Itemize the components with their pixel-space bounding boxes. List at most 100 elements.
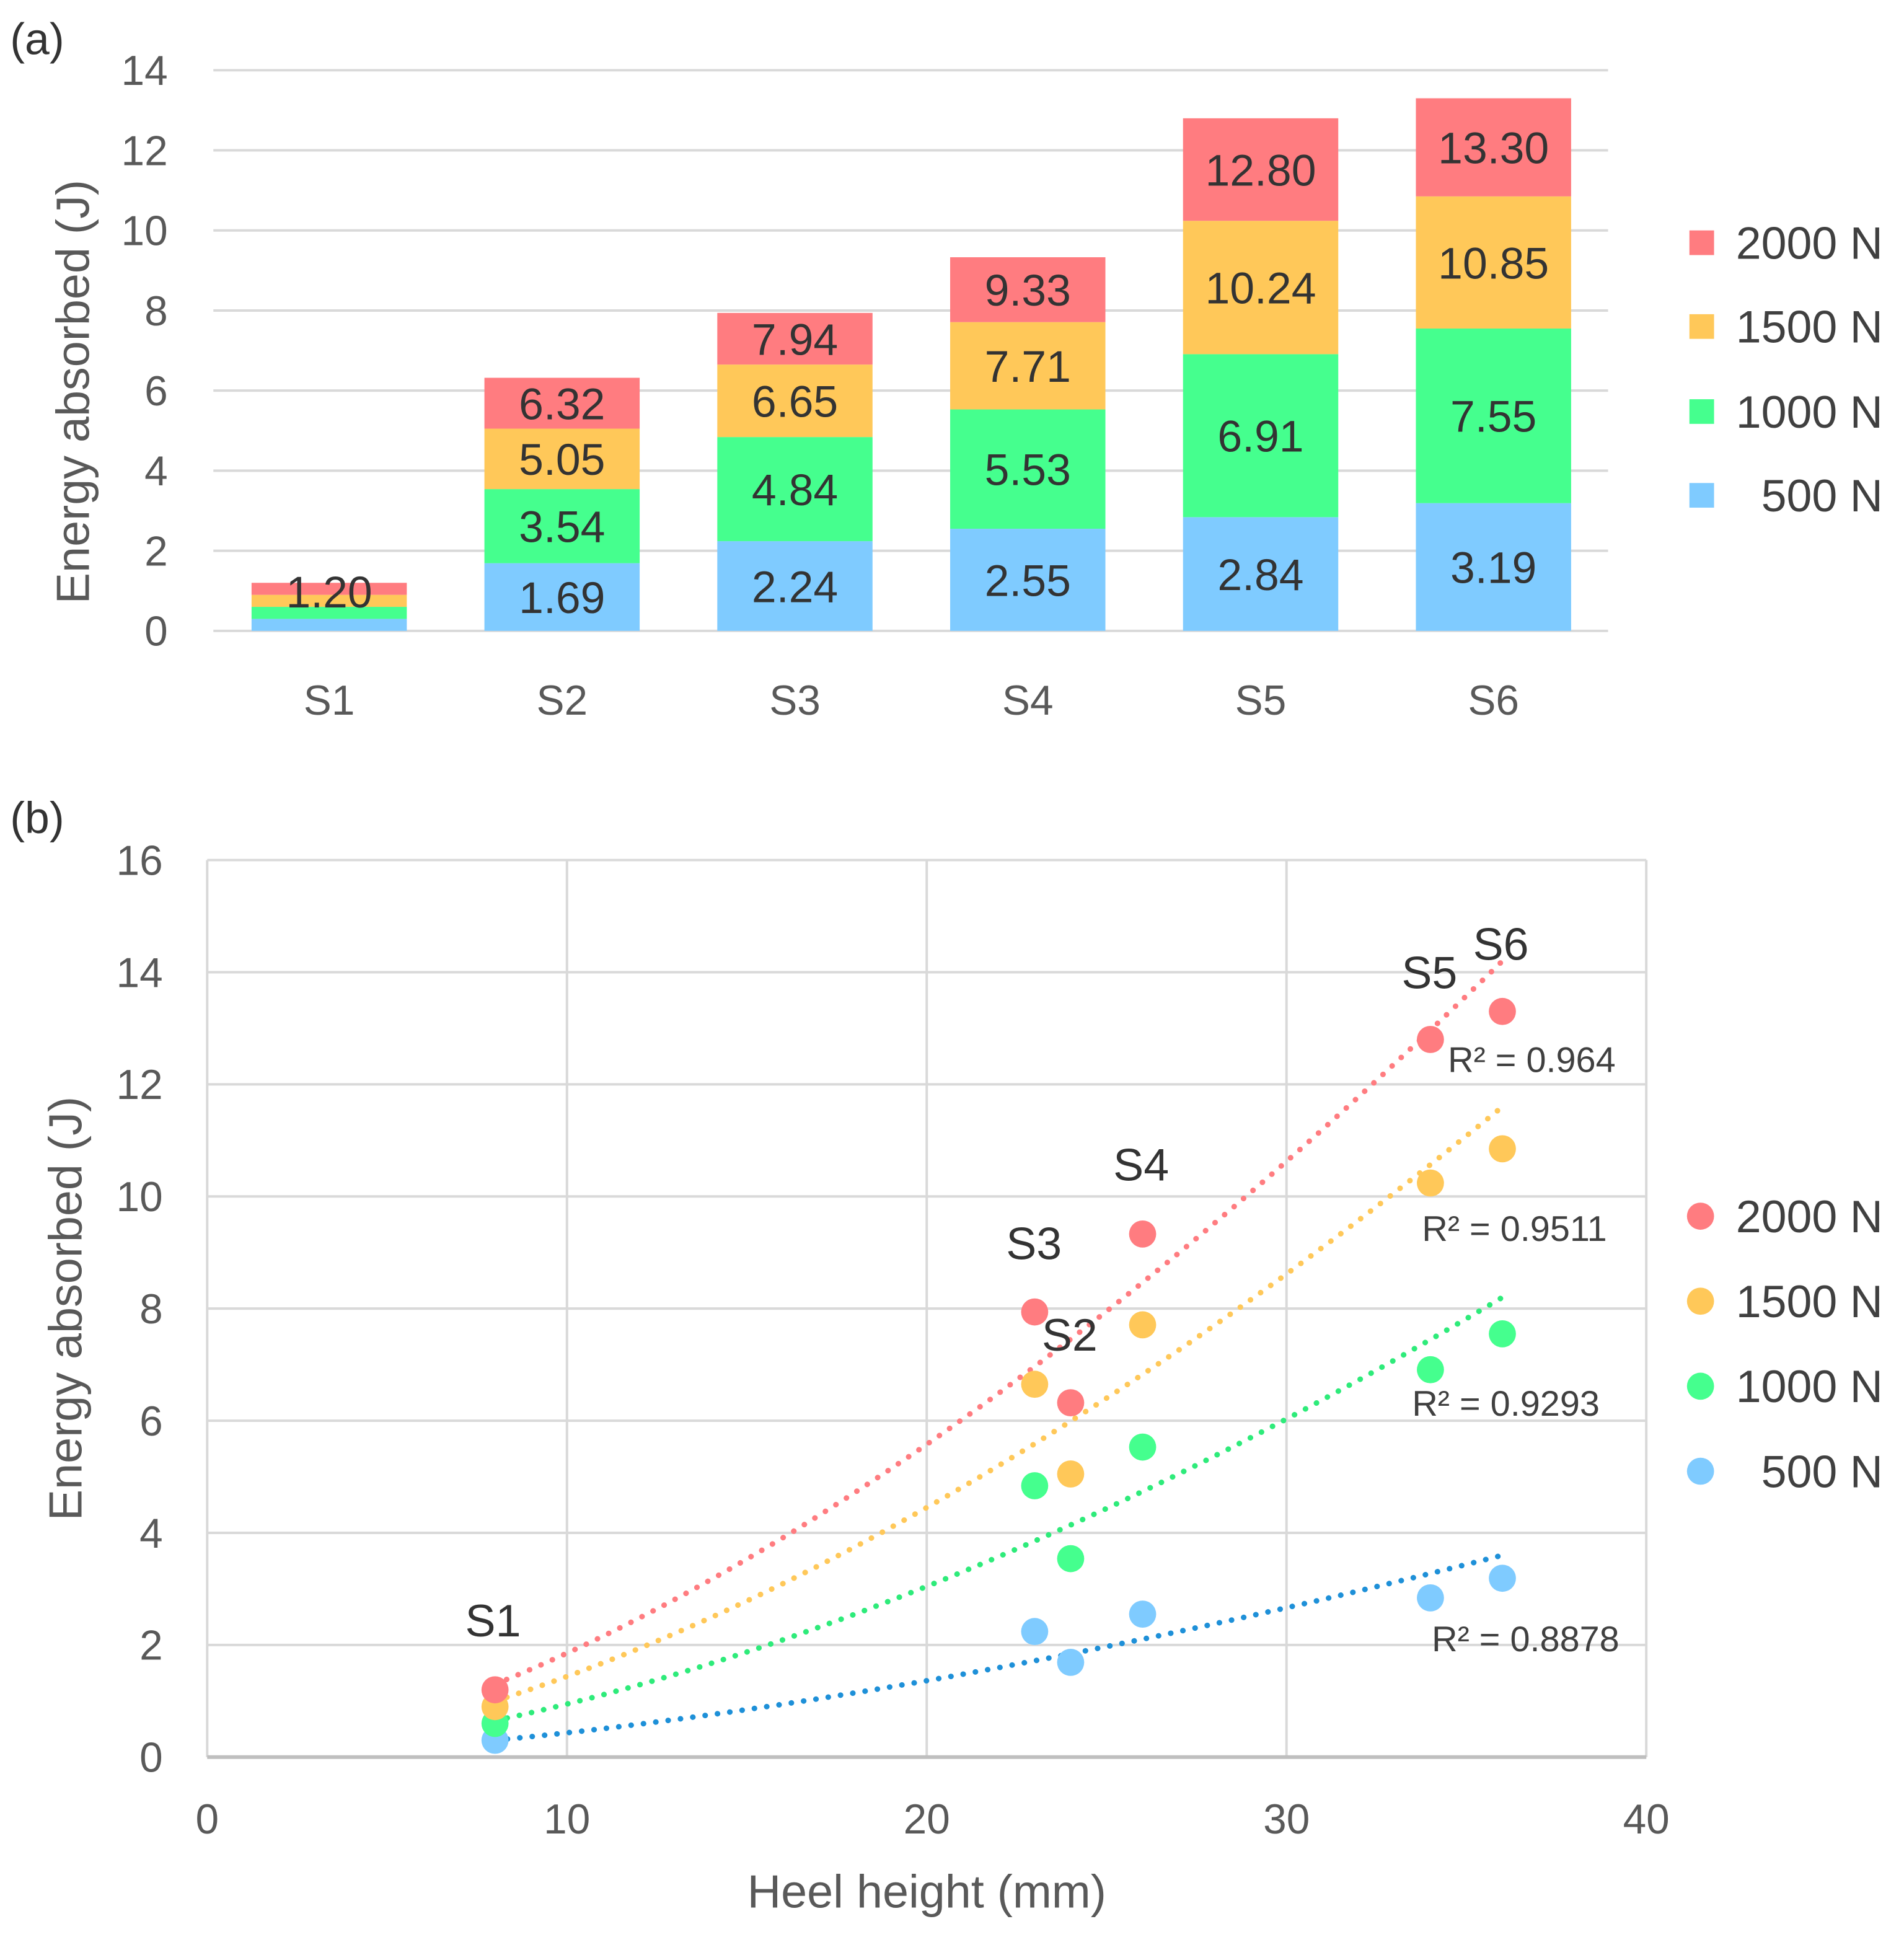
legend-swatch xyxy=(1689,314,1714,339)
bar-data-label: 2.55 xyxy=(985,556,1071,606)
data-point-1500n xyxy=(1489,1135,1516,1163)
data-point-2000n xyxy=(1489,997,1516,1025)
data-point-500n xyxy=(1021,1618,1049,1646)
bar-y-axis-title: Energy absorbed (J) xyxy=(47,180,99,604)
scatter-y-tick-label: 10 xyxy=(117,1174,163,1220)
point-label: S3 xyxy=(1006,1218,1062,1269)
legend-label: 500 N xyxy=(1761,1445,1883,1497)
bar-segment-2000n xyxy=(950,257,1106,322)
data-point-2000n xyxy=(1129,1220,1157,1248)
bar-data-label: 10.85 xyxy=(1438,239,1549,288)
legend-label: 1000 N xyxy=(1736,386,1883,438)
data-point-1500n xyxy=(1057,1460,1085,1488)
data-point-2000n xyxy=(1057,1389,1085,1416)
legend-label: 2000 N xyxy=(1736,1191,1883,1242)
scatter-y-tick-label: 16 xyxy=(117,837,163,884)
r-squared-label: R² = 0.964 xyxy=(1448,1040,1616,1080)
scatter-y-tick-label: 8 xyxy=(139,1286,163,1333)
bar-category-label: S4 xyxy=(1002,677,1054,724)
scatter-y-tick-label: 6 xyxy=(139,1398,163,1445)
bar-y-tick-label: 0 xyxy=(144,609,168,655)
legend-marker xyxy=(1686,1457,1714,1485)
trendline-500n xyxy=(492,1552,1505,1744)
bar-data-label: 2.24 xyxy=(752,562,838,612)
point-label: S6 xyxy=(1473,919,1529,970)
bar-data-label: 1.20 xyxy=(286,568,372,617)
legend-marker xyxy=(1686,1202,1714,1230)
panel-b-label: (b) xyxy=(10,793,64,843)
trendline-2000n xyxy=(492,958,1505,1687)
bar-data-label: 7.94 xyxy=(752,315,838,364)
bar-segment-2000n xyxy=(717,312,873,365)
data-point-500n xyxy=(1057,1649,1085,1676)
trendline-1500n xyxy=(492,1104,1505,1704)
legend-swatch xyxy=(1689,230,1714,255)
bar-data-label: 3.19 xyxy=(1450,544,1536,593)
legend-swatch xyxy=(1689,399,1714,424)
bar-data-label: 1.69 xyxy=(519,573,605,623)
bar-category-label: S6 xyxy=(1468,677,1519,724)
data-point-1000n xyxy=(1489,1320,1516,1348)
bar-segment-500n xyxy=(251,619,407,631)
point-label: S5 xyxy=(1401,946,1457,998)
scatter-y-tick-label: 0 xyxy=(139,1735,163,1781)
bar-segment-1500n xyxy=(1183,221,1339,355)
bar-segment-1500n xyxy=(717,364,873,438)
bar-segment-2000n xyxy=(1416,98,1571,196)
scatter-y-tick-label: 4 xyxy=(139,1511,163,1557)
data-point-1000n xyxy=(1417,1356,1444,1383)
data-point-500n xyxy=(1417,1584,1444,1612)
scatter-y-tick-label: 12 xyxy=(117,1062,163,1108)
bar-segment-2000n xyxy=(484,377,640,429)
bar-segment-2000n xyxy=(251,583,407,595)
bar-segment-1000n xyxy=(1183,354,1339,518)
legend-label: 2000 N xyxy=(1736,217,1883,268)
scatter-y-tick-label: 2 xyxy=(139,1623,163,1669)
bar-data-label: 4.84 xyxy=(752,465,838,515)
bar-segment-1000n xyxy=(950,409,1106,529)
bar-category-label: S5 xyxy=(1235,677,1287,724)
bar-data-label: 5.05 xyxy=(519,435,605,485)
bar-y-tick-label: 12 xyxy=(121,128,168,174)
bar-segment-1000n xyxy=(1416,329,1571,503)
bar-segment-500n xyxy=(950,529,1106,631)
legend-label: 1500 N xyxy=(1736,301,1883,353)
bar-segment-1500n xyxy=(251,594,407,607)
bar-data-label: 6.91 xyxy=(1217,412,1303,462)
bar-data-label: 12.80 xyxy=(1205,146,1316,195)
bar-segment-500n xyxy=(1416,503,1571,631)
data-point-1000n xyxy=(1021,1472,1049,1499)
point-label: S4 xyxy=(1113,1139,1169,1190)
legend-label: 1000 N xyxy=(1736,1361,1883,1412)
bar-data-label: 9.33 xyxy=(985,266,1071,315)
scatter-y-tick-label: 14 xyxy=(117,950,163,996)
bar-data-label: 6.32 xyxy=(519,379,605,429)
bar-data-label: 2.84 xyxy=(1217,550,1303,600)
data-point-1000n xyxy=(1129,1433,1157,1461)
bar-data-label: 6.65 xyxy=(752,377,838,426)
legend-label: 500 N xyxy=(1761,470,1883,521)
bar-segment-1500n xyxy=(484,428,640,490)
bar-category-label: S2 xyxy=(536,677,588,724)
bar-segment-1000n xyxy=(484,489,640,563)
scatter-x-tick-label: 20 xyxy=(904,1796,950,1843)
data-point-2000n xyxy=(1021,1298,1049,1326)
bar-segment-1000n xyxy=(717,437,873,542)
trendline-1000n xyxy=(492,1294,1505,1724)
scatter-x-tick-label: 40 xyxy=(1623,1796,1670,1843)
bar-segment-500n xyxy=(484,563,640,631)
bar-data-label: 7.55 xyxy=(1450,392,1536,442)
bar-data-label: 3.54 xyxy=(519,503,605,552)
bar-y-tick-label: 14 xyxy=(121,48,168,94)
bar-segment-500n xyxy=(1183,517,1339,631)
scatter-x-tick-label: 10 xyxy=(544,1796,590,1843)
data-point-2000n xyxy=(1417,1026,1444,1053)
bar-segment-2000n xyxy=(1183,118,1339,221)
legend-marker xyxy=(1686,1372,1714,1400)
bar-data-label: 13.30 xyxy=(1438,124,1549,174)
legend-swatch xyxy=(1689,483,1714,508)
bar-segment-1500n xyxy=(950,322,1106,410)
r-squared-label: R² = 0.9293 xyxy=(1412,1384,1600,1424)
legend-marker xyxy=(1686,1287,1714,1315)
